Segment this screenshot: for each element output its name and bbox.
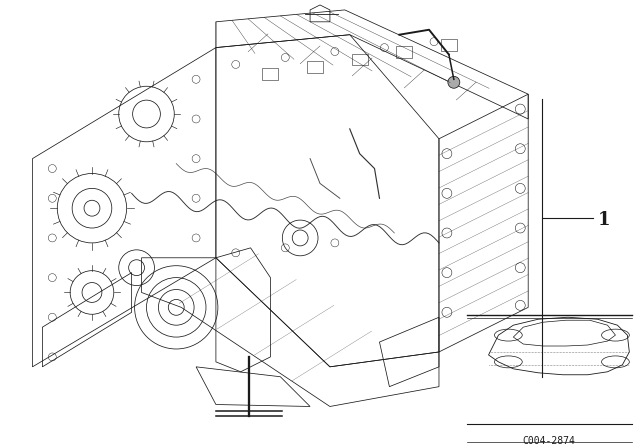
Text: C004-2874: C004-2874 — [523, 436, 575, 446]
Text: 1: 1 — [598, 211, 610, 229]
Circle shape — [448, 76, 460, 88]
